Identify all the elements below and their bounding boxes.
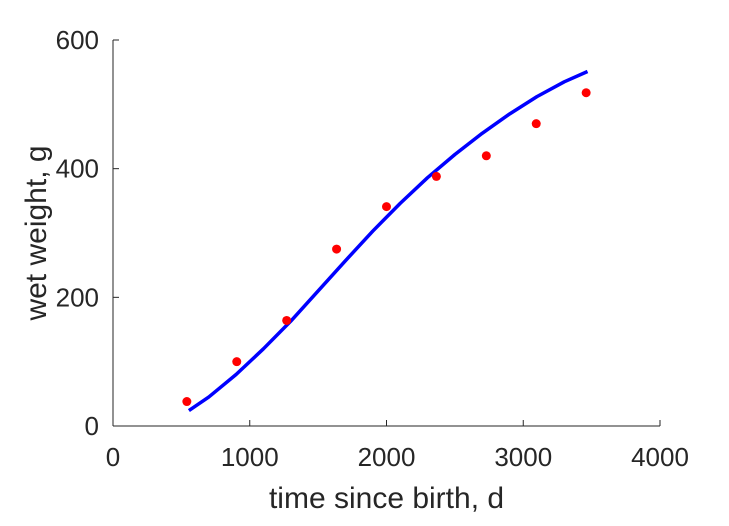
x-tick-label: 4000 — [631, 442, 689, 472]
data-point — [282, 315, 292, 325]
data-point — [431, 171, 441, 181]
y-tick-label: 400 — [56, 154, 99, 184]
tick-labels: 0 1000 2000 3000 4000 0 200 400 600 — [56, 25, 689, 472]
data-point — [481, 151, 491, 161]
axes — [112, 39, 661, 427]
data-point — [232, 357, 242, 367]
x-tick-label: 2000 — [358, 442, 416, 472]
x-tick-label: 1000 — [221, 442, 279, 472]
data-point — [382, 202, 391, 212]
data-point — [531, 119, 541, 129]
data-point — [581, 88, 591, 98]
y-tick-label: 600 — [56, 25, 99, 55]
x-tick-label: 0 — [106, 442, 120, 472]
series-layer — [182, 69, 591, 413]
x-axis-label: time since birth, d — [269, 482, 504, 515]
data-point — [332, 244, 342, 254]
x-tick-label: 3000 — [494, 442, 552, 472]
y-tick-label: 200 — [56, 282, 99, 312]
y-tick-label: 0 — [85, 411, 99, 441]
y-axis-label: wet weight, g — [20, 145, 53, 321]
fit-curve — [187, 69, 589, 413]
data-point — [182, 397, 192, 407]
